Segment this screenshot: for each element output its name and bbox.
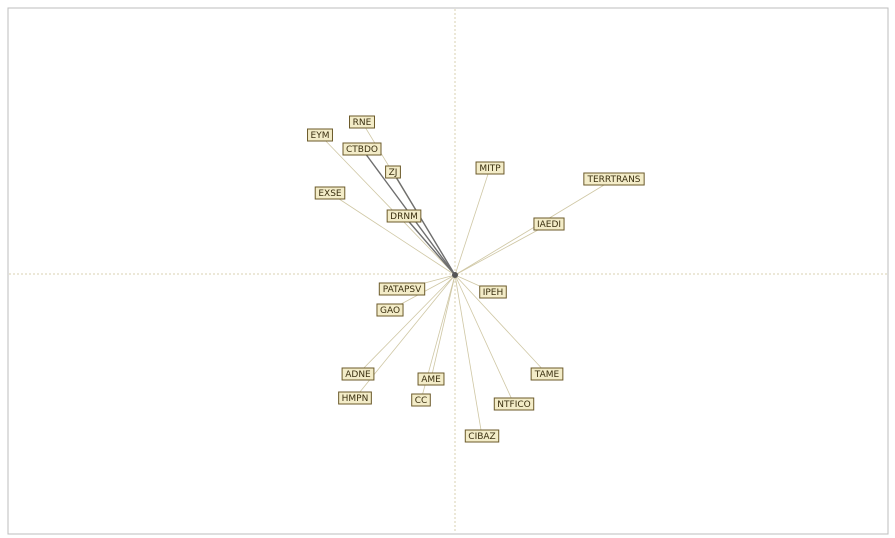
- node: DRNM: [386, 209, 422, 223]
- node-label: CC: [415, 396, 428, 406]
- node: HMPN: [338, 391, 372, 405]
- node: ZJ: [385, 165, 401, 179]
- node: NTFICO: [493, 397, 535, 411]
- link: [454, 274, 515, 405]
- node: GAO: [376, 303, 404, 317]
- labels: EYM RNE CTBDO ZJ MITP TERRTRANS EXSE DRNM IAEDI P…: [307, 115, 645, 443]
- node-box: [475, 161, 505, 175]
- node: RNE: [349, 115, 375, 129]
- node-label: ADNE: [345, 370, 371, 380]
- node-box: [342, 142, 382, 156]
- node: PATAPSV: [378, 282, 426, 296]
- link: [454, 274, 483, 437]
- node: EXSE: [314, 186, 346, 200]
- node-label: ZJ: [389, 168, 398, 178]
- node: ADNE: [341, 367, 375, 381]
- link: [454, 274, 548, 375]
- node-box: [385, 165, 401, 179]
- node: IAEDI: [533, 217, 565, 231]
- node-box: [533, 217, 565, 231]
- node: EYM: [307, 128, 333, 142]
- node-label: EYM: [311, 131, 330, 141]
- node-box: [386, 209, 422, 223]
- node-box: [341, 367, 375, 381]
- node-label: TAME: [534, 370, 560, 380]
- node-label: IAEDI: [537, 220, 561, 230]
- node-box: [417, 372, 445, 386]
- node-box: [493, 397, 535, 411]
- node: MITP: [475, 161, 505, 175]
- node-box: [338, 391, 372, 405]
- link: [454, 167, 491, 276]
- node-label: GAO: [380, 306, 400, 316]
- node-label: CTBDO: [346, 145, 378, 155]
- node-label: PATAPSV: [383, 285, 422, 295]
- plot-frame: [7, 7, 889, 535]
- node-label: TERRTRANS: [586, 175, 640, 185]
- node-box: [349, 115, 375, 129]
- node: IPEH: [479, 285, 507, 299]
- node-box: [378, 282, 426, 296]
- node: AME: [417, 372, 445, 386]
- node-box: [530, 367, 564, 381]
- node-box: [314, 186, 346, 200]
- link: [329, 192, 456, 276]
- link: [454, 223, 550, 276]
- node: CC: [411, 393, 431, 407]
- node: TAME: [530, 367, 564, 381]
- node-label: EXSE: [318, 189, 342, 199]
- link: [403, 215, 456, 276]
- link: [319, 134, 456, 276]
- node-label: NTFICO: [497, 400, 530, 410]
- node-box: [583, 172, 645, 186]
- node-label: IPEH: [483, 288, 504, 298]
- node-box: [464, 429, 500, 443]
- node-label: MITP: [479, 164, 501, 174]
- node-label: CIBAZ: [468, 432, 495, 442]
- link: [430, 274, 456, 380]
- node: TERRTRANS: [583, 172, 645, 186]
- origin: [452, 272, 458, 278]
- link: [392, 171, 456, 276]
- node-label: AME: [421, 375, 441, 385]
- link: [357, 274, 456, 375]
- node-box: [376, 303, 404, 317]
- node-box: [307, 128, 333, 142]
- node-box: [411, 393, 431, 407]
- node-label: DRNM: [390, 212, 418, 222]
- node-box: [479, 285, 507, 299]
- node: CTBDO: [342, 142, 382, 156]
- node: CIBAZ: [464, 429, 500, 443]
- node-label: RNE: [353, 118, 372, 128]
- node-label: HMPN: [342, 394, 369, 404]
